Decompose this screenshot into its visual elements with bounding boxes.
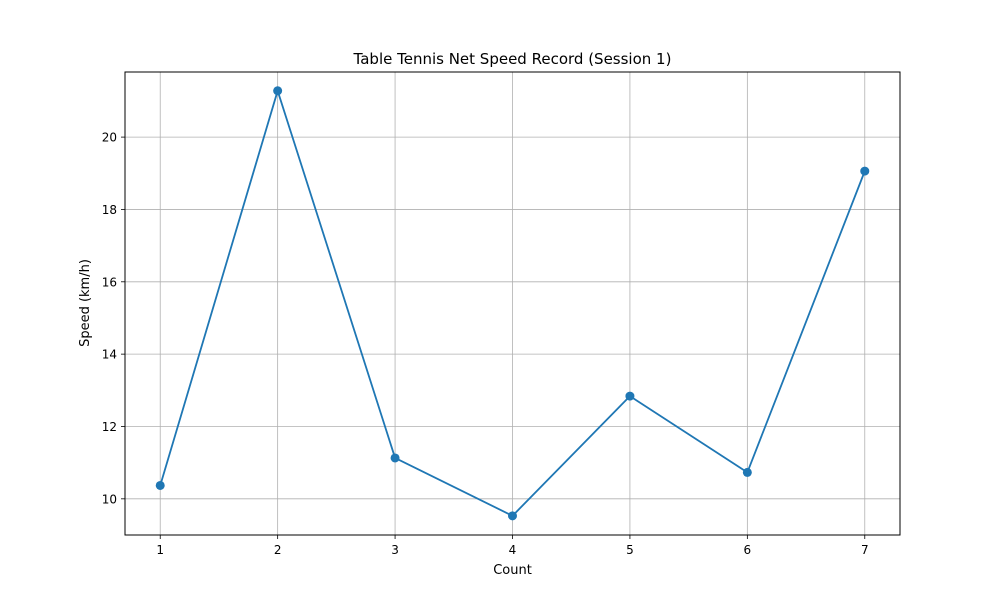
chart-title: Table Tennis Net Speed Record (Session 1… xyxy=(353,50,672,68)
x-axis-label: Count xyxy=(493,563,532,578)
grid xyxy=(125,72,900,535)
data-point xyxy=(625,391,635,401)
y-tick-label: 14 xyxy=(102,348,117,362)
y-tick-label: 16 xyxy=(102,275,117,289)
x-tick-label: 4 xyxy=(509,543,517,557)
x-tick-label: 6 xyxy=(744,543,752,557)
x-tick-label: 1 xyxy=(156,543,164,557)
data-point xyxy=(155,480,165,490)
series-layer xyxy=(155,86,870,521)
y-tick-label: 12 xyxy=(102,420,117,434)
y-tick-label: 18 xyxy=(102,203,117,217)
data-point xyxy=(273,86,283,96)
x-tick-label: 2 xyxy=(274,543,282,557)
data-point xyxy=(508,511,517,521)
y-axis-label: Speed (km/h) xyxy=(78,259,93,347)
x-axis-ticks: 1 2 3 4 5 6 7 xyxy=(156,535,869,557)
data-point xyxy=(390,453,400,463)
x-tick-label: 7 xyxy=(861,543,869,557)
y-axis-ticks: 10 12 14 16 18 20 xyxy=(102,131,125,506)
y-tick-label: 20 xyxy=(102,131,117,145)
x-tick-label: 5 xyxy=(626,543,634,557)
data-point xyxy=(742,467,752,477)
x-tick-label: 3 xyxy=(391,543,399,557)
y-tick-label: 10 xyxy=(102,492,117,506)
data-point xyxy=(860,166,870,176)
